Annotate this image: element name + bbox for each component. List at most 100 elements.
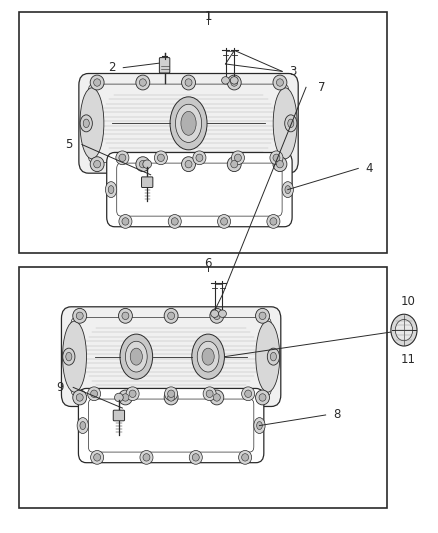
Ellipse shape [210,309,224,323]
Ellipse shape [91,450,104,464]
Ellipse shape [136,157,150,172]
Ellipse shape [115,393,123,402]
Ellipse shape [270,151,283,165]
Ellipse shape [63,321,86,392]
Ellipse shape [210,390,224,405]
Ellipse shape [239,450,252,464]
Ellipse shape [206,390,213,398]
FancyBboxPatch shape [61,307,281,407]
Ellipse shape [63,348,75,365]
Ellipse shape [255,390,269,405]
Ellipse shape [119,215,132,228]
Ellipse shape [77,418,88,433]
Ellipse shape [157,154,164,161]
Ellipse shape [129,390,136,398]
Ellipse shape [189,450,202,464]
Ellipse shape [181,111,196,135]
Ellipse shape [130,348,142,365]
Ellipse shape [276,160,283,168]
Ellipse shape [83,119,89,127]
Ellipse shape [168,312,175,319]
Bar [19,266,387,508]
Ellipse shape [94,454,101,461]
Ellipse shape [267,348,279,365]
Ellipse shape [273,88,297,159]
Ellipse shape [108,185,114,193]
Ellipse shape [168,215,181,228]
Ellipse shape [154,151,167,165]
Ellipse shape [170,97,207,150]
Ellipse shape [230,77,238,84]
Ellipse shape [185,79,192,86]
Ellipse shape [273,154,280,161]
Ellipse shape [192,334,224,379]
Ellipse shape [139,79,146,86]
Ellipse shape [182,157,195,172]
Ellipse shape [94,160,101,168]
Text: 4: 4 [365,162,373,175]
Ellipse shape [66,352,72,361]
Ellipse shape [193,151,206,165]
Ellipse shape [259,312,266,319]
Ellipse shape [227,157,241,172]
Text: 7: 7 [318,81,325,94]
Ellipse shape [267,215,280,228]
Ellipse shape [270,217,277,225]
Ellipse shape [76,312,83,319]
Text: 2: 2 [109,61,116,74]
Ellipse shape [122,312,129,319]
Ellipse shape [213,394,220,401]
Ellipse shape [222,77,230,84]
Circle shape [395,319,413,341]
Ellipse shape [168,390,175,398]
Ellipse shape [285,115,297,132]
Ellipse shape [185,160,192,168]
Ellipse shape [136,75,150,90]
Ellipse shape [122,394,129,401]
Ellipse shape [76,394,83,401]
Ellipse shape [203,387,216,401]
FancyBboxPatch shape [141,177,153,188]
Ellipse shape [116,151,129,165]
Ellipse shape [120,334,152,379]
Ellipse shape [164,309,178,323]
Ellipse shape [211,310,219,317]
Ellipse shape [168,394,175,401]
Ellipse shape [143,454,150,461]
Ellipse shape [254,418,265,433]
Text: 1: 1 [205,10,212,23]
Ellipse shape [227,75,241,90]
Ellipse shape [125,341,147,372]
Text: 8: 8 [333,408,340,422]
Ellipse shape [106,182,117,198]
FancyBboxPatch shape [78,389,264,463]
Ellipse shape [270,352,276,361]
Ellipse shape [221,217,228,225]
Ellipse shape [143,160,152,168]
Ellipse shape [196,154,203,161]
Ellipse shape [242,387,254,401]
Ellipse shape [91,390,98,398]
Ellipse shape [139,160,146,168]
Ellipse shape [140,450,153,464]
Ellipse shape [273,75,287,90]
Ellipse shape [288,119,294,127]
Ellipse shape [80,115,92,132]
Ellipse shape [126,387,139,401]
Ellipse shape [231,79,238,86]
Ellipse shape [88,387,101,401]
Text: 9: 9 [57,381,64,394]
Ellipse shape [285,185,290,193]
Ellipse shape [242,454,249,461]
Ellipse shape [182,75,195,90]
Ellipse shape [257,422,262,430]
Ellipse shape [80,422,85,430]
Ellipse shape [90,157,104,172]
Ellipse shape [73,390,87,405]
Ellipse shape [118,309,132,323]
Ellipse shape [176,104,201,142]
Text: 6: 6 [205,257,212,270]
Bar [19,12,387,253]
Ellipse shape [202,348,214,365]
Ellipse shape [192,454,199,461]
